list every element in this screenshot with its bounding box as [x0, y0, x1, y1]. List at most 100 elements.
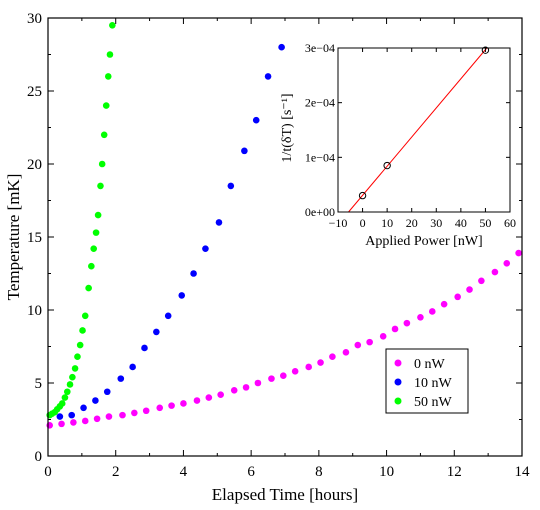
data-point-0nw: [142, 407, 150, 415]
y-tick-label: 30: [27, 11, 42, 27]
data-point-0nw: [515, 249, 522, 257]
data-point-50nw: [88, 262, 95, 270]
data-point-0nw: [81, 417, 89, 425]
data-point-10nw: [241, 147, 248, 155]
inset-x-tick-label: 0: [360, 216, 366, 230]
x-tick-label: 2: [112, 464, 120, 480]
x-tick-label: 0: [44, 464, 52, 480]
x-tick-label: 12: [447, 464, 462, 480]
inset-points: [358, 46, 490, 200]
y-tick-label: 0: [35, 449, 43, 465]
data-point-0nw: [428, 308, 436, 315]
inset-x-tick-label: −10: [329, 216, 348, 230]
legend-marker-0nw: [394, 359, 402, 367]
data-point-0nw: [168, 402, 175, 409]
main-x-axis-title: Elapsed Time [hours]: [212, 485, 358, 504]
data-point-50nw: [98, 160, 106, 168]
inset-x-tick-label: 50: [479, 216, 491, 230]
data-point-50nw: [69, 373, 76, 381]
inset-x-tick-label: 30: [430, 216, 442, 230]
data-point-50nw: [102, 102, 110, 109]
data-point-50nw: [63, 388, 71, 396]
data-point-0nw: [391, 325, 399, 333]
x-tick-label: 14: [515, 464, 531, 480]
data-point-0nw: [131, 409, 138, 417]
data-point-10nw: [117, 375, 125, 382]
data-point-10nw: [190, 270, 197, 277]
data-point-50nw: [61, 394, 69, 401]
data-point-50nw: [104, 73, 112, 80]
data-point-10nw: [215, 219, 223, 226]
data-point-0nw: [205, 394, 213, 401]
x-tick-label: 4: [180, 464, 188, 480]
inset-y-tick-label: 0e+00: [305, 205, 335, 219]
inset-background: [338, 48, 510, 212]
data-point-10nw: [178, 292, 186, 299]
data-point-10nw: [278, 43, 285, 51]
data-point-0nw: [230, 387, 238, 394]
inset-frame: [337, 47, 511, 213]
data-point-50nw: [90, 245, 98, 252]
data-point-10nw: [202, 245, 209, 252]
legend: 0 nW 10 nW 50 nW: [385, 348, 469, 414]
data-point-0nw: [366, 338, 373, 346]
data-point-0nw: [354, 341, 362, 349]
data-point-0nw: [93, 415, 101, 423]
inset-data-point: [481, 46, 490, 54]
data-point-10nw: [252, 116, 260, 124]
data-point-50nw: [100, 131, 108, 139]
data-point-0nw: [156, 404, 164, 412]
inset-x-axis-title: Applied Power [nW]: [365, 234, 482, 249]
data-point-10nw: [227, 182, 235, 190]
data-point-10nw: [103, 388, 111, 396]
data-point-50nw: [97, 182, 104, 190]
legend-label-0nw: 0 nW: [414, 357, 446, 372]
inset-data-point: [358, 191, 367, 200]
legend-label-50nw: 50 nW: [414, 395, 453, 410]
data-point-0nw: [403, 319, 411, 327]
data-point-0nw: [342, 349, 350, 356]
data-point-0nw: [119, 411, 126, 419]
inset-x-tick-label: 60: [504, 216, 516, 230]
data-point-50nw: [109, 22, 116, 29]
data-point-0nw: [305, 363, 313, 371]
data-point-10nw: [56, 413, 64, 420]
data-point-50nw: [58, 400, 66, 407]
data-point-0nw: [46, 422, 53, 429]
x-tick-label: 10: [379, 464, 394, 480]
main-plot-ticks: 0 2 4 6 8 10 12 14 0 5 10 15 20 25 30: [27, 11, 530, 480]
data-point-10nw: [164, 312, 172, 320]
data-point-50nw: [74, 353, 81, 361]
x-tick-label: 8: [315, 464, 323, 480]
data-point-50nw: [94, 211, 102, 219]
fit-line: [348, 47, 488, 213]
data-point-50nw: [79, 327, 86, 334]
inset-y-axis-title: 1/t(δT) [s⁻¹]: [280, 93, 295, 162]
data-point-0nw: [105, 413, 113, 420]
y-tick-label: 5: [35, 376, 43, 392]
data-point-50nw: [81, 312, 89, 320]
data-point-0nw: [58, 420, 65, 428]
data-point-0nw: [180, 400, 187, 407]
data-point-10nw: [68, 411, 75, 419]
data-point-50nw: [92, 229, 100, 236]
data-point-50nw: [85, 284, 92, 292]
legend-marker-10nw: [394, 378, 402, 386]
legend-label-10nw: 10 nW: [414, 376, 453, 391]
data-point-0nw: [440, 300, 448, 308]
y-tick-label: 10: [27, 303, 42, 319]
data-point-0nw: [280, 372, 287, 380]
data-point-0nw: [291, 368, 299, 375]
inset-x-tick-label: 10: [381, 216, 393, 230]
inset-fit-line: [348, 47, 488, 213]
inset-y-tick-label: 2e−04: [305, 96, 335, 110]
data-point-0nw: [379, 332, 387, 340]
data-point-50nw: [71, 365, 79, 372]
data-point-0nw: [466, 286, 473, 293]
data-point-0nw: [70, 419, 77, 426]
main-y-axis-title: Temperature [mK]: [4, 174, 23, 301]
data-point-0nw: [329, 353, 336, 361]
data-point-0nw: [268, 375, 275, 382]
y-tick-label: 20: [27, 157, 42, 173]
